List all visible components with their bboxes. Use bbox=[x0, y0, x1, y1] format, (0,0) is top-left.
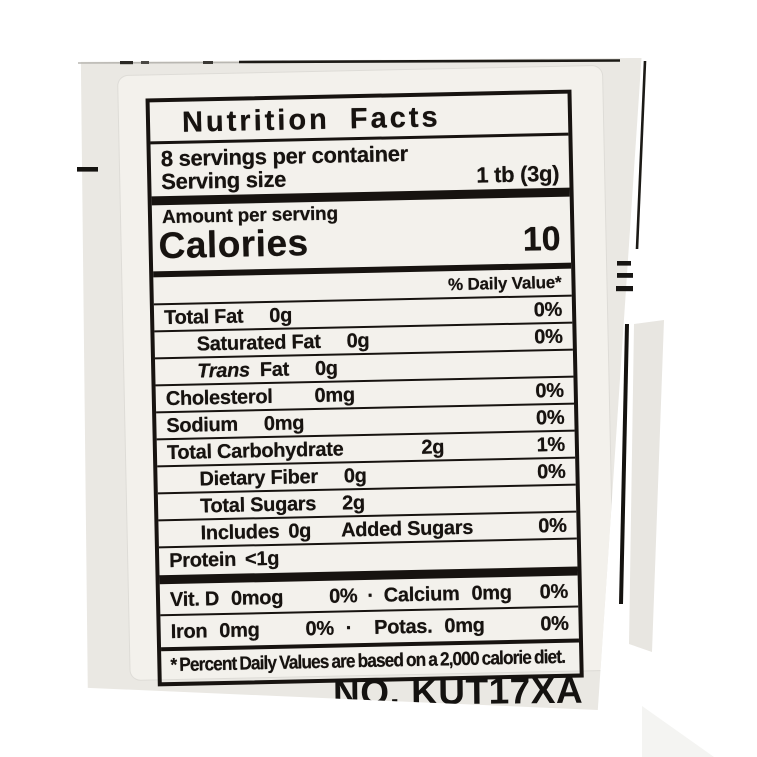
nutrient-dv: 0% bbox=[534, 325, 563, 349]
side-panel-border-line bbox=[619, 323, 629, 605]
nutrient-name: Protein bbox=[168, 548, 237, 573]
nutrient-amount: 2g bbox=[421, 436, 445, 459]
nutrition-facts-title: Nutrition Facts bbox=[149, 95, 569, 145]
nutrient-dv: 0% bbox=[535, 379, 564, 403]
nutrient-name: Includes bbox=[200, 520, 280, 545]
micro-amount: 0mg bbox=[219, 619, 260, 643]
nutrient-dv: 0% bbox=[538, 514, 567, 538]
packet: Nutrition Facts 8 servings per container… bbox=[80, 58, 642, 710]
nutrient-dv: 1% bbox=[536, 433, 566, 457]
nutrient-amount: 0g bbox=[288, 520, 312, 543]
corner-shadow bbox=[642, 706, 714, 757]
calories-label: Calories bbox=[158, 222, 310, 267]
nutrition-facts-panel: Nutrition Facts 8 servings per container… bbox=[145, 89, 584, 687]
micro-dv: 0% bbox=[305, 617, 335, 641]
micro-dv: 0% bbox=[540, 612, 569, 636]
nutrient-name: Total Sugars bbox=[199, 493, 317, 518]
nutrient-dv: 0% bbox=[536, 460, 566, 484]
nutrient-amount: 0g bbox=[346, 329, 370, 353]
nutrient-name-suffix: Added Sugars bbox=[340, 516, 474, 542]
nutrient-amount: <1g bbox=[244, 547, 280, 571]
nutrient-name: Total Carbohydrate bbox=[166, 438, 344, 465]
nutrient-amount: 2g bbox=[341, 491, 366, 515]
micro-name: Iron bbox=[170, 620, 208, 644]
nutrient-amount: 0mg bbox=[314, 384, 355, 408]
nutrient-name: Dietary Fiber bbox=[199, 465, 319, 491]
serving-size-label: Serving size bbox=[161, 166, 287, 195]
nutrient-amount: 0mg bbox=[263, 412, 305, 436]
calories-value: 10 bbox=[522, 219, 561, 259]
nutrition-label-sticker: Nutrition Facts 8 servings per container… bbox=[118, 65, 615, 687]
micro-name: Potas. bbox=[373, 615, 433, 639]
nutrient-name: Total Fat bbox=[163, 305, 244, 330]
dot-separator: · bbox=[345, 617, 353, 640]
nutrient-dv: 0% bbox=[535, 406, 565, 430]
nutrient-name: Fat bbox=[259, 358, 290, 382]
nutrient-amount: 0g bbox=[343, 464, 367, 488]
dot-separator: · bbox=[367, 584, 375, 607]
micro-dv: 0% bbox=[539, 580, 569, 604]
micro-amount: 0mg bbox=[471, 581, 512, 605]
nutrient-amount: 0g bbox=[269, 304, 293, 327]
nutrient-name: Saturated Fat bbox=[196, 330, 321, 356]
calories-row: Calories 10 bbox=[152, 220, 571, 270]
micro-amount: 0mg bbox=[444, 614, 485, 638]
nutrient-amount: 0g bbox=[314, 357, 338, 381]
packet-side-panel bbox=[629, 320, 664, 652]
nutrient-name: Cholesterol bbox=[165, 385, 273, 411]
nutrient-name: Sodium bbox=[166, 413, 239, 438]
micro-name: Calcium bbox=[383, 583, 460, 607]
nutrient-dv: 0% bbox=[533, 298, 563, 322]
micro-name: Vit. D bbox=[169, 588, 220, 612]
serving-size-value: 1 tb (3g) bbox=[476, 160, 560, 188]
nutrient-name-italic: Trans bbox=[197, 359, 251, 383]
micro-dv: 0% bbox=[328, 585, 358, 608]
micro-amount: 0mog bbox=[230, 586, 284, 610]
lot-code-text: NO. KUT17XA bbox=[332, 669, 584, 714]
